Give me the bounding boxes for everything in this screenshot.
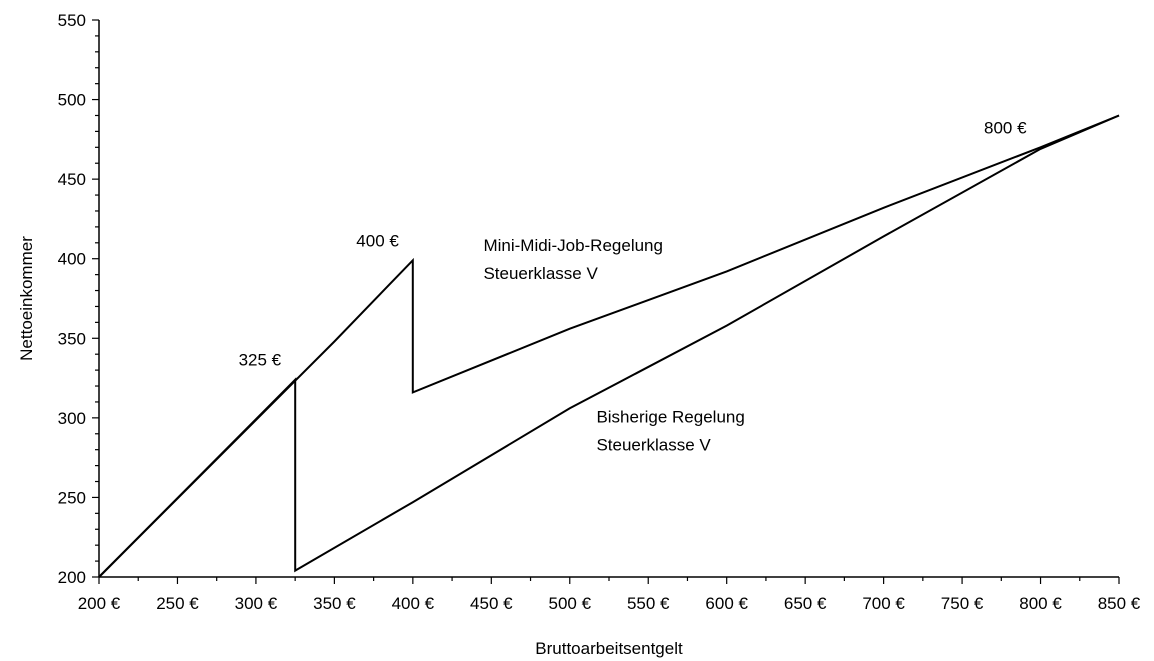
y-tick-label: 250 bbox=[58, 488, 86, 507]
annotation-a400: 400 € bbox=[356, 231, 399, 250]
x-tick-label: 400 € bbox=[392, 594, 435, 613]
x-tick-label: 250 € bbox=[156, 594, 199, 613]
x-tick-label: 750 € bbox=[941, 594, 984, 613]
y-tick-label: 400 bbox=[58, 250, 86, 269]
series-line-2 bbox=[98, 114, 1120, 578]
x-tick-label: 800 € bbox=[1019, 594, 1062, 613]
y-tick-label: 350 bbox=[58, 329, 86, 348]
annotation-line: 325 € bbox=[239, 351, 282, 370]
series-layer bbox=[98, 114, 1120, 578]
x-tick-label: 650 € bbox=[784, 594, 827, 613]
annotation-a800: 800 € bbox=[984, 118, 1027, 137]
ticks-layer bbox=[92, 19, 1120, 584]
y-tick-label: 300 bbox=[58, 409, 86, 428]
y-tick-label: 200 bbox=[58, 568, 86, 587]
x-tick-label: 450 € bbox=[470, 594, 513, 613]
annotations-layer: 325 € 400 € 800 € Mini-Midi-Job-Regelung Ste… bbox=[239, 118, 1027, 454]
annotation-abish: Bisherige Regelung Steuerklasse V bbox=[596, 408, 744, 455]
annotation-line: 400 € bbox=[356, 231, 399, 250]
x-tick-label: 700 € bbox=[862, 594, 905, 613]
x-tick-label: 300 € bbox=[235, 594, 278, 613]
annotation-line: Bisherige Regelung bbox=[596, 408, 744, 427]
x-tick-label: 350 € bbox=[313, 594, 356, 613]
x-tick-label: 850 € bbox=[1098, 594, 1141, 613]
y-tick-label: 500 bbox=[58, 91, 86, 110]
x-tick-label: 550 € bbox=[627, 594, 670, 613]
y-tick-label: 550 bbox=[58, 11, 86, 30]
x-axis-title: Bruttoarbeitsentgelt bbox=[535, 639, 683, 658]
axes-layer bbox=[98, 20, 1119, 578]
labels-layer: 200 250 300 350 400 450 500 550 200 € 250 € 300 € 3… bbox=[58, 11, 1141, 613]
x-tick-label: 600 € bbox=[705, 594, 748, 613]
annotation-line: Steuerklasse V bbox=[483, 264, 598, 283]
x-tick-label: 200 € bbox=[78, 594, 121, 613]
annotation-line: Mini-Midi-Job-Regelung bbox=[483, 236, 663, 255]
y-tick-label: 450 bbox=[58, 170, 86, 189]
series-line-1 bbox=[98, 114, 1120, 578]
annotation-line: 800 € bbox=[984, 118, 1027, 137]
y-axis-title: Nettoeinkommer bbox=[17, 236, 36, 361]
annotation-line: Steuerklasse V bbox=[596, 436, 711, 455]
x-tick-label: 500 € bbox=[548, 594, 591, 613]
annotation-amini: Mini-Midi-Job-Regelung Steuerklasse V bbox=[483, 236, 663, 283]
annotation-a325: 325 € bbox=[239, 351, 282, 370]
